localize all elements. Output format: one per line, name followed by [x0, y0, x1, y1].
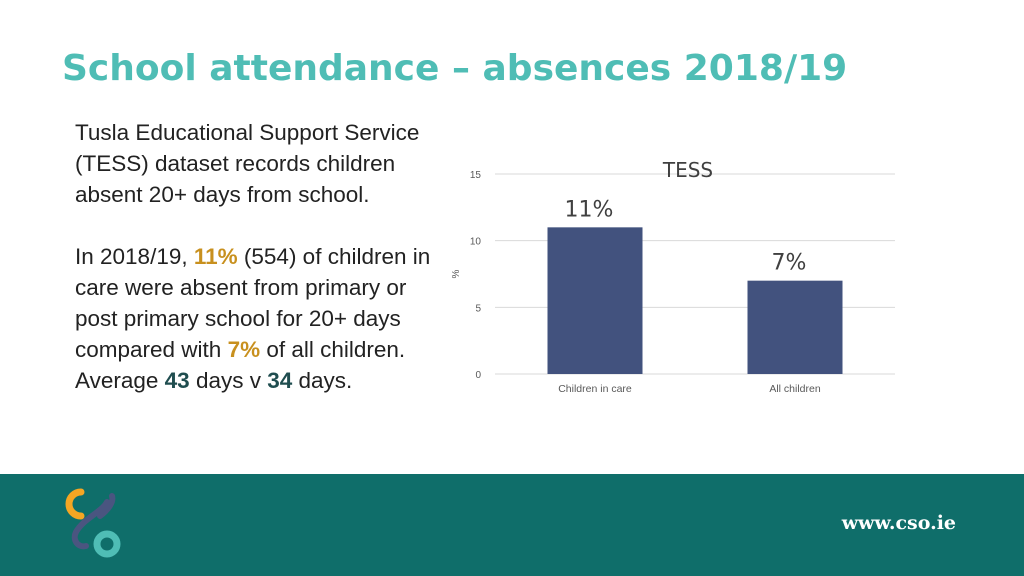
highlight-care-percent: 11%: [193, 244, 238, 269]
y-tick-label: 5: [475, 303, 481, 314]
y-tick-label: 0: [475, 370, 481, 381]
data-label: 7%: [772, 251, 807, 276]
paragraph-intro: Tusla Educational Support Service (TESS)…: [75, 120, 420, 207]
text-segment: days.: [292, 368, 353, 393]
footer-bar: www.cso.ie: [0, 474, 1024, 576]
bar-2: [747, 280, 843, 374]
highlight-all-percent: 7%: [227, 337, 261, 362]
body-text: Tusla Educational Support Service (TESS)…: [75, 117, 435, 396]
website-link[interactable]: www.cso.ie: [841, 512, 956, 534]
text-segment: In 2018/19,: [75, 244, 194, 269]
paragraph-findings: In 2018/19, 11% (554) of children in car…: [75, 241, 435, 396]
y-tick-label: 10: [470, 237, 482, 248]
x-tick-label: All children: [769, 383, 821, 395]
slide-title: School attendance – absences 2018/19: [62, 48, 848, 89]
bar-1: [547, 227, 643, 374]
y-axis-label: %: [451, 269, 462, 278]
highlight-all-days: 34: [267, 368, 293, 393]
text-segment: of all children. Average: [75, 337, 406, 393]
highlight-care-days: 43: [164, 368, 190, 393]
cso-logo-icon: [65, 488, 121, 558]
x-tick-label: Children in care: [558, 383, 632, 395]
bar-chart: 0 5 10 15% TESS 11% Children in care 7% All chil…: [451, 158, 895, 395]
text-segment: (554) of children in care were absent fr…: [75, 244, 431, 362]
chart-title: TESS: [662, 158, 713, 182]
y-tick-label: 15: [470, 170, 482, 181]
text-segment: days v: [189, 368, 268, 393]
data-label: 11%: [565, 197, 614, 222]
